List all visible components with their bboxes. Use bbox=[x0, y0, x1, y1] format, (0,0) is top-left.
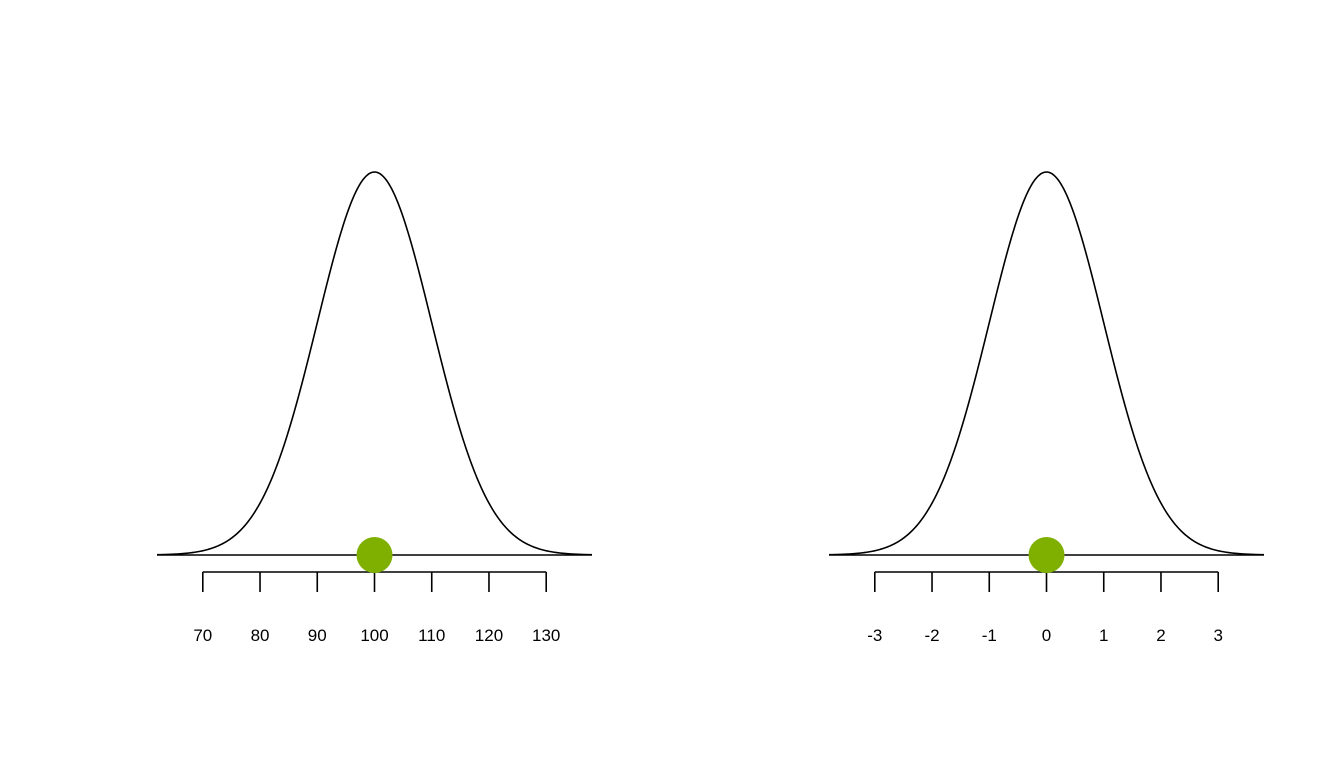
x-tick-label: 0 bbox=[1042, 626, 1051, 645]
x-tick-label: -2 bbox=[924, 626, 939, 645]
density-curve bbox=[156, 171, 593, 556]
right-panel: -3 -2 -1 0 1 2 3 bbox=[828, 171, 1265, 645]
x-tick-label: 100 bbox=[360, 626, 388, 645]
x-tick-label: 1 bbox=[1099, 626, 1108, 645]
density-curve bbox=[828, 171, 1265, 556]
x-tick-label: 3 bbox=[1213, 626, 1222, 645]
mean-point bbox=[356, 537, 393, 573]
x-tick-label: -3 bbox=[867, 626, 882, 645]
x-tick-label: 90 bbox=[308, 626, 327, 645]
x-tick-label: -1 bbox=[982, 626, 997, 645]
x-tick-label: 2 bbox=[1156, 626, 1165, 645]
left-panel: 70 80 90 100 110 120 130 bbox=[156, 171, 593, 645]
x-tick-label: 80 bbox=[251, 626, 270, 645]
mean-point bbox=[1028, 537, 1065, 573]
x-tick-label: 120 bbox=[475, 626, 503, 645]
x-tick-label: 70 bbox=[193, 626, 212, 645]
x-tick-label: 110 bbox=[418, 626, 445, 645]
x-tick-label: 130 bbox=[532, 626, 560, 645]
